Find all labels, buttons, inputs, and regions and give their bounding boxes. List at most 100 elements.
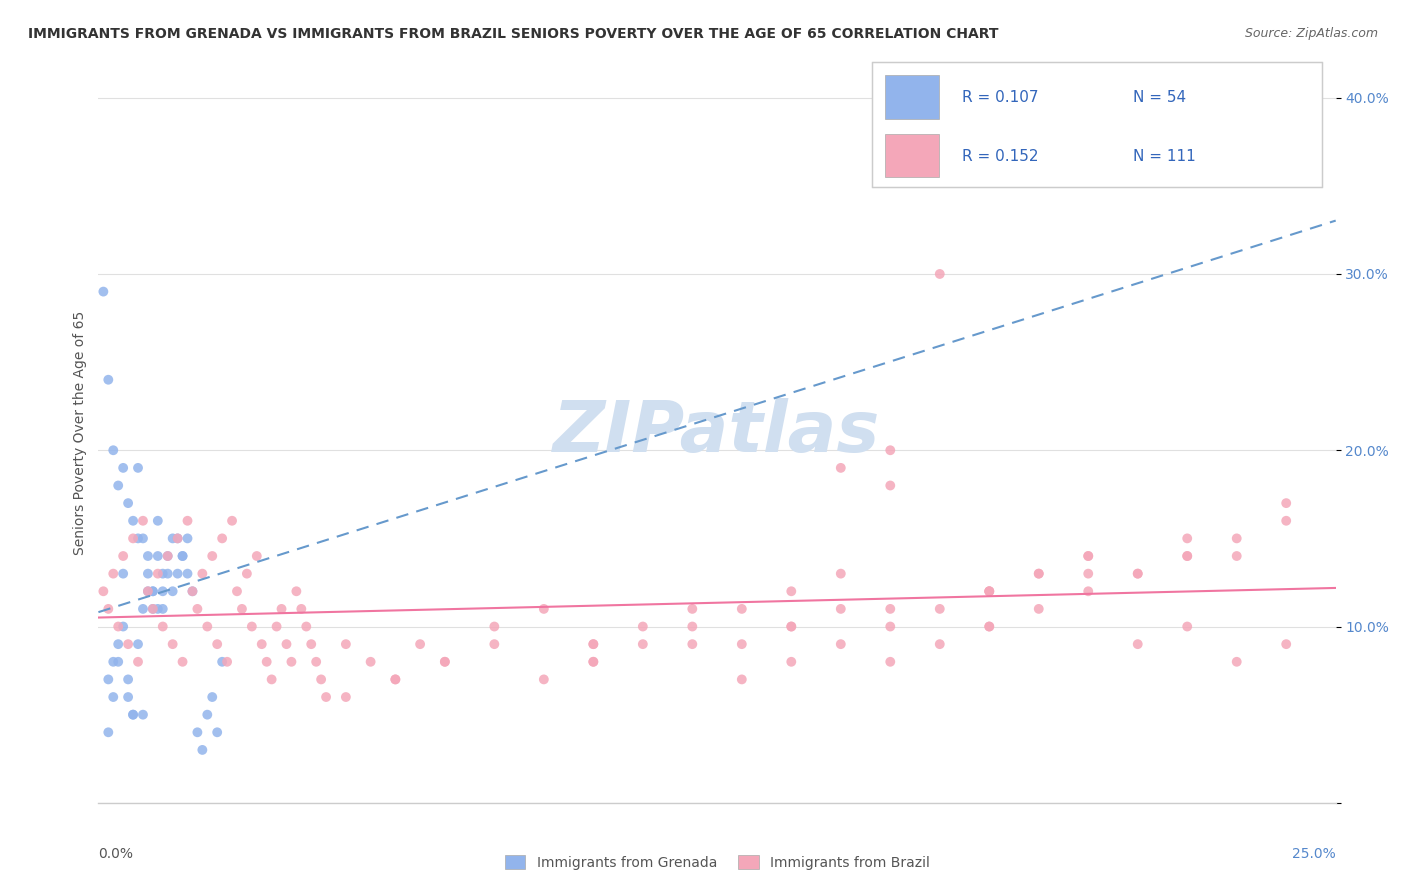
Point: [236, 566, 259, 581]
Point: [731, 673, 754, 687]
Y-axis label: Seniors Poverty Over the Age of 65: Seniors Poverty Over the Age of 65: [73, 310, 87, 555]
Point: [93, 285, 115, 299]
Point: [928, 637, 950, 651]
Point: [136, 549, 159, 563]
Point: [112, 566, 135, 581]
Point: [127, 532, 149, 546]
Point: [127, 655, 149, 669]
Point: [103, 443, 125, 458]
Point: [103, 566, 125, 581]
Point: [152, 566, 174, 581]
Point: [132, 532, 155, 546]
Point: [205, 725, 228, 739]
FancyBboxPatch shape: [886, 75, 939, 119]
Point: [1226, 549, 1249, 563]
Text: N = 54: N = 54: [1133, 90, 1185, 105]
Point: [156, 566, 179, 581]
Point: [191, 743, 214, 757]
Point: [285, 584, 308, 599]
Point: [142, 584, 165, 599]
Point: [152, 619, 174, 633]
Point: [166, 532, 188, 546]
Point: [1175, 619, 1198, 633]
Point: [156, 549, 179, 563]
Point: [1275, 496, 1298, 510]
Point: [384, 673, 406, 687]
Point: [631, 637, 654, 651]
Point: [201, 549, 224, 563]
Point: [270, 602, 292, 616]
Point: [256, 655, 278, 669]
Point: [928, 602, 950, 616]
Text: N = 111: N = 111: [1133, 149, 1195, 163]
Point: [136, 584, 159, 599]
Point: [830, 602, 852, 616]
Point: [731, 602, 754, 616]
Point: [217, 655, 239, 669]
Point: [484, 637, 506, 651]
Point: [156, 549, 179, 563]
Point: [879, 655, 901, 669]
Point: [290, 602, 312, 616]
Point: [1028, 602, 1050, 616]
Point: [1175, 532, 1198, 546]
Point: [1175, 549, 1198, 563]
Point: [240, 619, 263, 633]
Point: [103, 690, 125, 704]
Point: [1275, 637, 1298, 651]
Point: [226, 584, 249, 599]
Point: [117, 496, 139, 510]
Point: [1077, 566, 1099, 581]
Point: [360, 655, 382, 669]
Point: [176, 532, 198, 546]
Point: [731, 637, 754, 651]
Point: [384, 673, 406, 687]
Point: [107, 637, 129, 651]
Point: [117, 673, 139, 687]
Point: [246, 549, 269, 563]
Point: [681, 637, 703, 651]
Point: [1226, 532, 1249, 546]
Point: [260, 673, 283, 687]
Point: [1226, 655, 1249, 669]
Text: IMMIGRANTS FROM GRENADA VS IMMIGRANTS FROM BRAZIL SENIORS POVERTY OVER THE AGE O: IMMIGRANTS FROM GRENADA VS IMMIGRANTS FR…: [28, 27, 998, 41]
Point: [117, 637, 139, 651]
Point: [484, 619, 506, 633]
Point: [582, 655, 605, 669]
Point: [1126, 637, 1149, 651]
Point: [879, 602, 901, 616]
Point: [112, 461, 135, 475]
Point: [127, 461, 149, 475]
Point: [681, 619, 703, 633]
Text: R = 0.107: R = 0.107: [962, 90, 1038, 105]
Point: [335, 690, 357, 704]
Point: [93, 584, 115, 599]
Point: [132, 514, 155, 528]
Point: [780, 619, 803, 633]
Point: [181, 584, 204, 599]
Text: R = 0.152: R = 0.152: [962, 149, 1038, 163]
Point: [132, 602, 155, 616]
Point: [152, 602, 174, 616]
Text: Source: ZipAtlas.com: Source: ZipAtlas.com: [1244, 27, 1378, 40]
Point: [533, 673, 555, 687]
Point: [280, 655, 302, 669]
Point: [979, 584, 1001, 599]
Point: [582, 655, 605, 669]
Point: [181, 584, 204, 599]
Point: [582, 637, 605, 651]
Legend: Immigrants from Grenada, Immigrants from Brazil: Immigrants from Grenada, Immigrants from…: [505, 855, 929, 870]
Point: [780, 584, 803, 599]
Point: [172, 655, 194, 669]
Point: [166, 566, 188, 581]
Point: [879, 619, 901, 633]
Point: [136, 584, 159, 599]
Point: [152, 584, 174, 599]
Point: [117, 690, 139, 704]
Point: [879, 478, 901, 492]
Point: [681, 602, 703, 616]
Point: [830, 566, 852, 581]
Point: [107, 478, 129, 492]
Point: [107, 655, 129, 669]
Point: [433, 655, 456, 669]
